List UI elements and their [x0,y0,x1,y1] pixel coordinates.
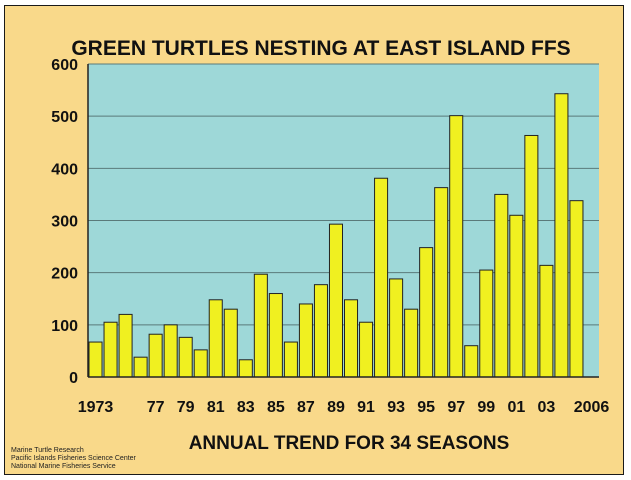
bar-1997 [449,115,464,378]
bar-2001 [509,214,524,378]
x-axis-label: ANNUAL TREND FOR 34 SEASONS [189,433,510,454]
bar-1982 [223,308,238,378]
bar-2002 [524,134,539,378]
x-tick-label: 03 [537,399,555,416]
x-tick-label: 93 [387,399,405,416]
bar-1995 [419,247,434,378]
x-tick-label: 89 [327,399,345,416]
credits-block: Marine Turtle Research Pacific Islands F… [11,447,136,471]
y-tick-label: 100 [51,318,78,335]
bar-1981 [208,299,223,378]
y-tick-label: 400 [51,161,78,178]
bar-2000 [494,193,509,378]
x-tick-label: 97 [447,399,465,416]
x-tick-label: 99 [477,399,495,416]
credit-line: Marine Turtle Research [11,447,84,454]
bar-1983 [238,359,253,378]
bar-1976 [133,356,148,378]
bars [88,93,584,378]
credit-line: Pacific Islands Fisheries Science Center [11,455,136,462]
x-tick-label: 95 [417,399,435,416]
bar-1986 [283,341,298,378]
bar-1994 [404,308,419,378]
bar-1992 [374,177,389,378]
x-tick-label: 91 [357,399,375,416]
bar-1980 [193,349,208,378]
bar-chart: 0 100 200 300 400 500 600 1973 77 79 81 83 85 87 89 91… [51,37,610,454]
x-tick-labels: 1973 77 79 81 83 85 87 89 91 93 95 97 99 01 03 2006 [78,399,610,416]
x-tick-label: 1973 [78,399,114,416]
bar-1977 [148,333,163,378]
bar-1974 [103,321,118,378]
x-tick-label: 87 [297,399,315,416]
x-tick-label: 01 [507,399,525,416]
axes [87,64,599,378]
bar-1991 [359,321,374,378]
bar-1987 [298,303,313,378]
bar-1985 [268,293,283,378]
y-tick-label: 200 [51,266,78,283]
y-tick-label: 600 [51,57,78,74]
chart-title: GREEN TURTLES NESTING AT EAST ISLAND FFS [71,37,570,60]
bar-1973 [88,341,103,378]
x-tick-label: 81 [207,399,225,416]
y-tick-label: 500 [51,109,78,126]
bar-1975 [118,313,133,378]
bar-1984 [253,273,268,378]
bar-1978 [163,324,178,378]
y-tick-label: 300 [51,214,78,231]
bar-1989 [328,223,343,378]
y-tick-label: 0 [69,370,78,387]
slide-background: 0 100 200 300 400 500 600 1973 77 79 81 83 85 87 89 91… [4,5,624,475]
x-tick-label: 2006 [574,399,610,416]
x-tick-label: 83 [237,399,255,416]
bar-2003 [539,264,554,378]
bar-2005 [569,200,584,378]
bar-1999 [479,269,494,378]
y-tick-labels: 0 100 200 300 400 500 600 [51,57,78,387]
bar-1979 [178,336,193,378]
x-tick-label: 79 [177,399,195,416]
bar-2004 [554,93,569,378]
bar-1996 [434,187,449,378]
bar-1993 [389,278,404,378]
credit-line: National Marine Fisheries Service [11,463,116,470]
bar-1990 [344,299,359,378]
bar-1998 [464,345,479,378]
x-tick-label: 77 [147,399,165,416]
bar-1988 [313,284,328,378]
x-tick-label: 85 [267,399,285,416]
